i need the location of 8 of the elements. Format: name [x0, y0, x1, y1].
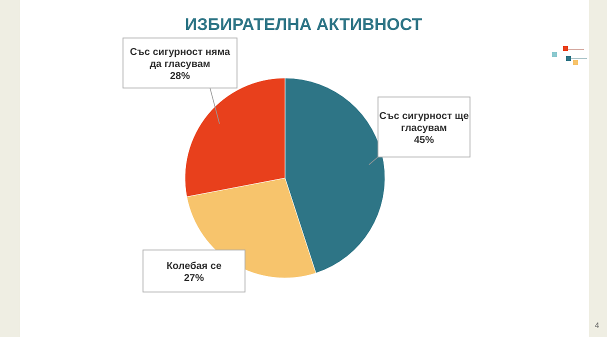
slice-label: Колебая се [166, 261, 222, 272]
data-label: 27% [184, 273, 204, 284]
data-label: 45% [414, 135, 434, 146]
data-label: 28% [170, 71, 190, 82]
slice-label: Със сигурност няма да гласувам [130, 47, 231, 70]
chart-title: ИЗБИРАТЕЛНА АКТИВНОСТ [184, 15, 423, 34]
text: 4 [594, 321, 600, 330]
slice-label: Със сигурност ще гласувам [379, 111, 470, 134]
